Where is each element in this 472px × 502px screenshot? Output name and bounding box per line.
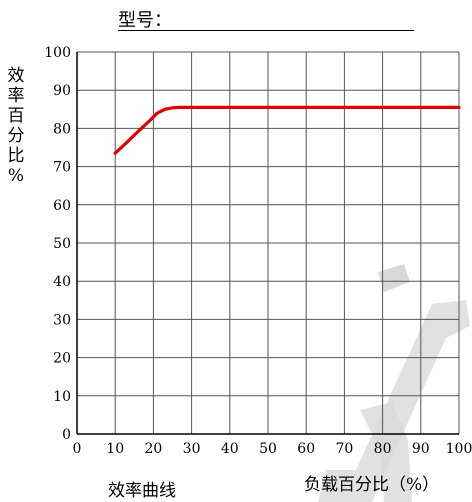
y-tick-label: 100 — [44, 45, 71, 61]
y-tick-label: 10 — [53, 389, 71, 405]
model-underline — [118, 30, 414, 31]
model-label: 型号： — [118, 10, 172, 31]
y-axis-label-char: % — [7, 166, 25, 186]
watermark-stroke — [318, 300, 470, 502]
y-tick-label: 30 — [53, 312, 71, 328]
x-tick-label: 70 — [335, 441, 353, 457]
x-tick-label: 60 — [297, 441, 315, 457]
x-tick-label: 50 — [259, 441, 277, 457]
efficiency-curve — [113, 105, 461, 155]
x-tick-label: 30 — [183, 441, 201, 457]
x-tick-label: 100 — [446, 441, 472, 457]
x-tick-label: 20 — [144, 441, 162, 457]
y-tick-label: 60 — [53, 198, 71, 214]
x-tick-label: 10 — [106, 441, 124, 457]
watermark-stroke — [378, 264, 410, 292]
y-tick-label: 80 — [53, 121, 71, 137]
y-axis-label: 效率百分比% — [6, 66, 26, 186]
y-axis-label-char: 效 — [7, 66, 25, 86]
chart-caption: 效率曲线 — [108, 481, 176, 501]
y-axis-label-char: 分 — [7, 126, 25, 146]
y-tick-label: 40 — [53, 274, 71, 290]
y-tick-label: 50 — [53, 236, 71, 252]
y-axis-label-char: 百 — [7, 106, 25, 126]
x-axis-label: 负载百分比（%） — [304, 475, 440, 495]
x-tick-label: 0 — [73, 441, 82, 457]
y-tick-label: 70 — [53, 160, 71, 176]
x-tick-label: 40 — [221, 441, 239, 457]
y-axis-label-char: 比 — [7, 146, 25, 166]
y-tick-label: 90 — [53, 83, 71, 99]
watermark-stroke — [360, 402, 412, 502]
y-tick-label: 0 — [62, 427, 71, 443]
y-tick-label: 20 — [53, 351, 71, 367]
x-tick-label: 80 — [374, 441, 392, 457]
y-axis-label-char: 率 — [7, 86, 25, 106]
x-tick-label: 90 — [412, 441, 430, 457]
